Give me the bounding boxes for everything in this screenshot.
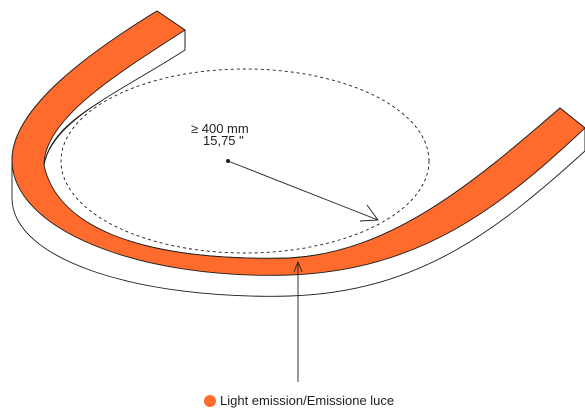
circle-dot-icon xyxy=(204,394,216,407)
radius-line xyxy=(227,160,379,221)
legend: Light emission/Emissione luce xyxy=(204,393,394,408)
legend-leader-arrowhead xyxy=(293,260,303,273)
bend-radius-mm-label: ≥ 400 mm xyxy=(191,121,249,136)
bend-radius-inch-label: 15,75 " xyxy=(203,133,244,148)
bend-radius-circle xyxy=(60,68,430,254)
radius-arrowhead xyxy=(359,204,379,222)
light-emission-surface xyxy=(11,10,585,276)
legend-label: Light emission/Emissione luce xyxy=(220,393,395,408)
strip-inner-edge xyxy=(43,101,101,166)
